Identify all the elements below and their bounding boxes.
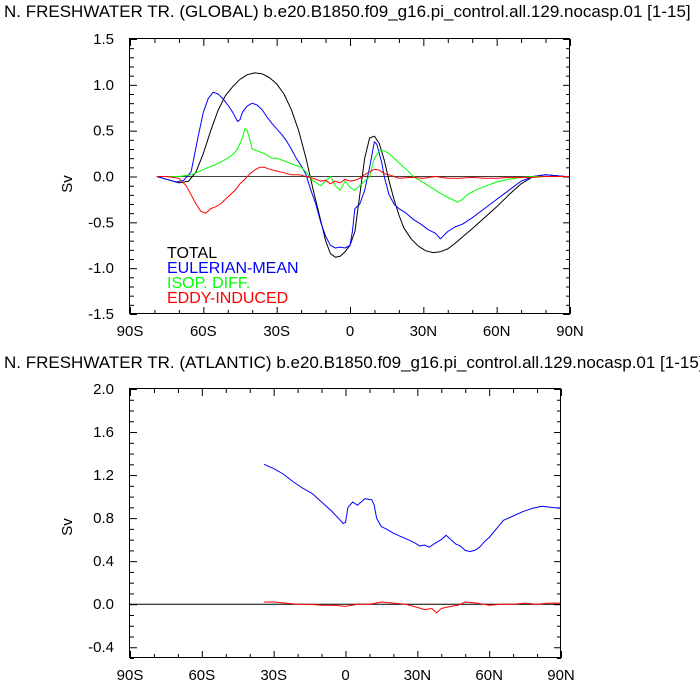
x-tick-label: 90N	[556, 323, 584, 340]
atlantic-ticks: 90S 60S 30S 0 30N 60N 90N -0.4 0.0 0.4 0.8 1.2 1.6 2.…	[88, 381, 575, 684]
global-ticks: 90S 60S 30S 0 30N 60N 90N -1.5 -1.0 -0.5 0.0 0.5 1.0…	[88, 31, 584, 340]
x-tick-label: 30N	[410, 323, 438, 340]
global-panel: N. FRESHWATER TR. (GLOBAL) b.e20.B1850.f…	[4, 2, 691, 340]
y-tick-label: 0.5	[93, 123, 114, 140]
atlantic-series	[130, 463, 562, 614]
atlantic-plot-frame	[129, 388, 561, 658]
global-series-eulerian-mean	[156, 91, 570, 249]
atlantic-title: N. FRESHWATER TR. (ATLANTIC) b.e20.B1850…	[4, 353, 700, 372]
x-tick-label: 30S	[260, 667, 287, 684]
legend-total: TOTAL	[167, 245, 217, 262]
global-plot-frame	[129, 38, 570, 314]
x-tick-label: 30N	[404, 667, 432, 684]
x-tick-label: 60S	[190, 323, 217, 340]
x-tick-label: 60S	[188, 667, 215, 684]
global-series-isop-diff	[156, 128, 570, 203]
atlantic-series-eulerian-mean	[263, 463, 562, 552]
legend-eulerian-mean: EULERIAN-MEAN	[167, 260, 299, 277]
y-tick-label: 1.0	[93, 77, 114, 94]
y-tick-label: -0.5	[88, 214, 114, 231]
legend-eddy-induced: EDDY-INDUCED	[167, 290, 288, 307]
x-tick-label: 0	[341, 667, 349, 684]
y-tick-label: 1.5	[93, 31, 114, 48]
y-tick-label: 0.0	[93, 596, 114, 613]
legend-isop-diff: ISOP. DIFF.	[167, 275, 250, 292]
y-tick-label: 1.6	[93, 424, 114, 441]
y-tick-label: -1.5	[88, 306, 114, 323]
global-series-eddy-induced	[156, 166, 570, 214]
y-tick-label: 0.4	[93, 553, 114, 570]
x-tick-label: 90S	[117, 323, 144, 340]
atlantic-series-eddy-induced	[264, 601, 561, 614]
global-series-total	[156, 72, 570, 258]
x-tick-label: 60N	[483, 323, 511, 340]
y-tick-label: -1.0	[88, 260, 114, 277]
x-tick-label: 30S	[263, 323, 290, 340]
atlantic-panel: N. FRESHWATER TR. (ATLANTIC) b.e20.B1850…	[4, 353, 700, 684]
x-tick-label: 0	[346, 323, 354, 340]
y-tick-label: -0.4	[88, 639, 114, 656]
y-tick-label: 2.0	[93, 381, 114, 398]
global-legend: TOTAL EULERIAN-MEAN ISOP. DIFF. EDDY-IND…	[167, 245, 299, 307]
y-tick-label: 1.2	[93, 467, 114, 484]
x-tick-label: 60N	[475, 667, 503, 684]
y-tick-label: 0.0	[93, 169, 114, 186]
global-series	[156, 72, 570, 258]
global-title: N. FRESHWATER TR. (GLOBAL) b.e20.B1850.f…	[4, 2, 691, 21]
atlantic-y-axis-label: Sv	[59, 518, 76, 536]
x-tick-label: 90N	[547, 667, 575, 684]
global-y-axis-label: Sv	[59, 175, 76, 193]
y-tick-label: 0.8	[93, 510, 114, 527]
x-tick-label: 90S	[117, 667, 144, 684]
